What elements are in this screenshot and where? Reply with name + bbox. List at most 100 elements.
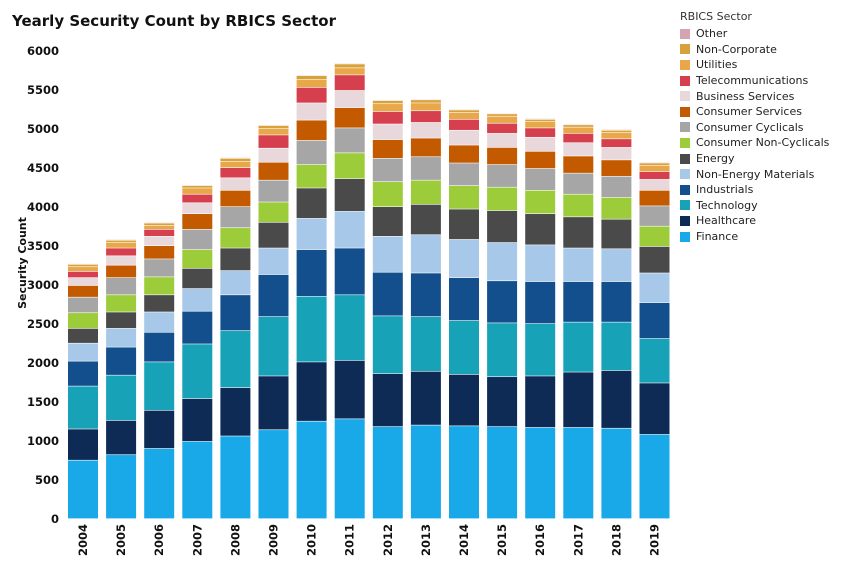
bar-segment-non-corporate-2012[interactable] (373, 101, 403, 104)
bar-segment-telecommunications-2013[interactable] (411, 111, 441, 122)
bar-segment-consumer-services-2006[interactable] (144, 246, 174, 259)
bar-segment-telecommunications-2017[interactable] (563, 134, 593, 143)
bar-segment-technology-2014[interactable] (449, 321, 479, 374)
bar-segment-consumer-cyclicals-2009[interactable] (259, 180, 289, 201)
bar-segment-consumer-services-2018[interactable] (601, 160, 631, 176)
bar-segment-business-services-2006[interactable] (144, 237, 174, 246)
bar-segment-healthcare-2005[interactable] (106, 421, 136, 455)
bar-segment-consumer-services-2010[interactable] (297, 120, 327, 140)
bar-segment-energy-2009[interactable] (259, 223, 289, 248)
bar-segment-business-services-2012[interactable] (373, 124, 403, 139)
bar-segment-technology-2004[interactable] (68, 386, 98, 428)
bar-segment-consumer-cyclicals-2014[interactable] (449, 163, 479, 185)
bar-segment-business-services-2015[interactable] (487, 134, 517, 147)
bar-segment-consumer-cyclicals-2005[interactable] (106, 278, 136, 295)
bar-segment-finance-2013[interactable] (411, 425, 441, 518)
bar-segment-non-energy-materials-2018[interactable] (601, 249, 631, 281)
bar-segment-non-energy-materials-2016[interactable] (525, 245, 555, 281)
bar-segment-consumer-non-cyclicals-2018[interactable] (601, 198, 631, 219)
bar-segment-utilities-2010[interactable] (297, 80, 327, 87)
bar-segment-healthcare-2016[interactable] (525, 376, 555, 427)
bar-segment-industrials-2019[interactable] (640, 303, 670, 338)
bar-segment-utilities-2014[interactable] (449, 113, 479, 119)
bar-segment-telecommunications-2019[interactable] (640, 172, 670, 179)
bar-segment-healthcare-2004[interactable] (68, 429, 98, 460)
bar-segment-utilities-2008[interactable] (220, 162, 250, 168)
bar-segment-healthcare-2008[interactable] (220, 388, 250, 436)
bar-segment-telecommunications-2008[interactable] (220, 168, 250, 178)
bar-segment-business-services-2010[interactable] (297, 103, 327, 120)
bar-segment-consumer-cyclicals-2010[interactable] (297, 141, 327, 165)
bar-segment-energy-2015[interactable] (487, 211, 517, 242)
bar-segment-healthcare-2019[interactable] (640, 383, 670, 434)
bar-segment-business-services-2005[interactable] (106, 256, 136, 265)
bar-segment-telecommunications-2007[interactable] (182, 195, 212, 203)
bar-segment-energy-2019[interactable] (640, 247, 670, 273)
bar-segment-finance-2006[interactable] (144, 449, 174, 519)
bar-segment-healthcare-2014[interactable] (449, 375, 479, 426)
bar-segment-business-services-2009[interactable] (259, 149, 289, 162)
bar-segment-consumer-cyclicals-2015[interactable] (487, 165, 517, 187)
bar-segment-consumer-cyclicals-2011[interactable] (335, 128, 365, 152)
bar-segment-healthcare-2009[interactable] (259, 376, 289, 429)
bar-segment-business-services-2004[interactable] (68, 278, 98, 285)
bar-segment-business-services-2014[interactable] (449, 131, 479, 145)
bar-segment-business-services-2007[interactable] (182, 203, 212, 213)
bar-segment-telecommunications-2014[interactable] (449, 120, 479, 130)
bar-segment-healthcare-2015[interactable] (487, 377, 517, 426)
bar-segment-energy-2012[interactable] (373, 207, 403, 236)
bar-segment-telecommunications-2018[interactable] (601, 139, 631, 147)
bar-segment-technology-2005[interactable] (106, 375, 136, 420)
bar-segment-consumer-services-2017[interactable] (563, 156, 593, 173)
bar-segment-industrials-2014[interactable] (449, 278, 479, 320)
bar-segment-technology-2015[interactable] (487, 323, 517, 376)
bar-segment-consumer-non-cyclicals-2005[interactable] (106, 295, 136, 312)
bar-segment-healthcare-2006[interactable] (144, 411, 174, 449)
bar-segment-telecommunications-2005[interactable] (106, 248, 136, 255)
bar-segment-utilities-2018[interactable] (601, 133, 631, 139)
bar-segment-finance-2014[interactable] (449, 426, 479, 518)
bar-segment-consumer-services-2007[interactable] (182, 214, 212, 229)
bar-segment-non-corporate-2009[interactable] (259, 126, 289, 129)
bar-segment-consumer-non-cyclicals-2019[interactable] (640, 227, 670, 247)
bar-segment-non-energy-materials-2015[interactable] (487, 243, 517, 281)
bar-segment-non-corporate-2007[interactable] (182, 186, 212, 188)
bar-segment-telecommunications-2009[interactable] (259, 135, 289, 148)
bar-segment-non-corporate-2018[interactable] (601, 131, 631, 133)
bar-segment-energy-2017[interactable] (563, 217, 593, 248)
bar-segment-non-corporate-2006[interactable] (144, 223, 174, 225)
bar-segment-telecommunications-2016[interactable] (525, 128, 555, 137)
bar-segment-non-energy-materials-2008[interactable] (220, 271, 250, 295)
bar-segment-business-services-2017[interactable] (563, 143, 593, 156)
bar-segment-non-corporate-2008[interactable] (220, 159, 250, 162)
bar-segment-business-services-2011[interactable] (335, 91, 365, 108)
bar-segment-industrials-2005[interactable] (106, 347, 136, 374)
bar-segment-industrials-2013[interactable] (411, 273, 441, 316)
bar-segment-energy-2016[interactable] (525, 214, 555, 245)
bar-segment-consumer-non-cyclicals-2014[interactable] (449, 186, 479, 209)
bar-segment-utilities-2013[interactable] (411, 103, 441, 110)
bar-segment-non-energy-materials-2004[interactable] (68, 344, 98, 361)
bar-segment-telecommunications-2006[interactable] (144, 230, 174, 236)
bar-segment-technology-2016[interactable] (525, 324, 555, 376)
bar-segment-consumer-services-2009[interactable] (259, 163, 289, 180)
bar-segment-technology-2006[interactable] (144, 362, 174, 410)
bar-segment-consumer-services-2005[interactable] (106, 266, 136, 278)
bar-segment-business-services-2018[interactable] (601, 148, 631, 160)
bar-segment-technology-2011[interactable] (335, 295, 365, 360)
bar-segment-technology-2018[interactable] (601, 322, 631, 370)
bar-segment-utilities-2011[interactable] (335, 68, 365, 74)
bar-segment-finance-2004[interactable] (68, 461, 98, 519)
bar-segment-finance-2011[interactable] (335, 419, 365, 518)
legend-item-utilities[interactable]: Utilities (680, 57, 829, 73)
legend-item-non-corporate[interactable]: Non-Corporate (680, 42, 829, 58)
bar-segment-consumer-non-cyclicals-2010[interactable] (297, 165, 327, 188)
bar-segment-healthcare-2012[interactable] (373, 374, 403, 426)
bar-segment-finance-2007[interactable] (182, 442, 212, 519)
bar-segment-telecommunications-2015[interactable] (487, 124, 517, 134)
bar-segment-technology-2012[interactable] (373, 316, 403, 373)
bar-segment-industrials-2009[interactable] (259, 275, 289, 317)
bar-segment-energy-2006[interactable] (144, 295, 174, 312)
bar-segment-business-services-2019[interactable] (640, 180, 670, 190)
bar-segment-consumer-services-2016[interactable] (525, 152, 555, 169)
